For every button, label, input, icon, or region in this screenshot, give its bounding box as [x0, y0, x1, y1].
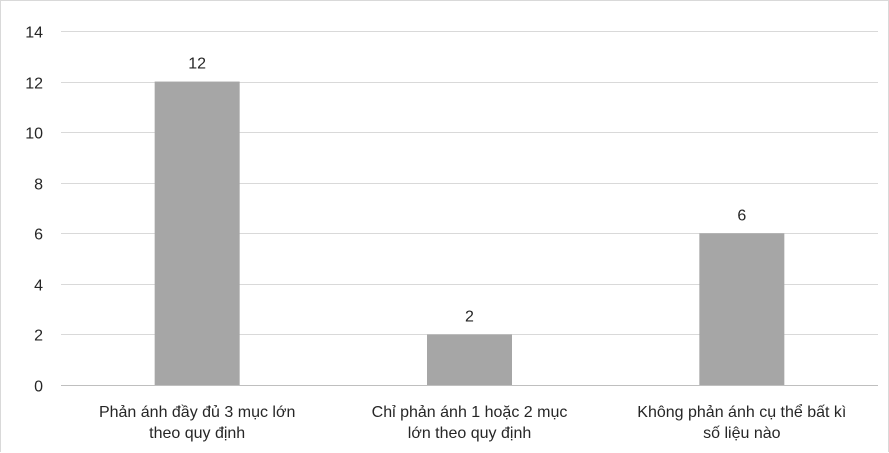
data-label: 12 — [188, 56, 206, 73]
category-label-line: Không phản ánh cụ thể bất kì — [637, 403, 846, 421]
bars — [154, 81, 785, 386]
y-tick-label: 8 — [34, 177, 43, 194]
category-label-line: theo quy định — [149, 425, 245, 442]
data-labels: 12 2 6 — [188, 56, 746, 326]
category-label-line: lớn theo quy định — [408, 425, 531, 442]
bar — [427, 334, 512, 385]
y-tick-label: 2 — [34, 328, 43, 345]
bar — [154, 81, 240, 386]
data-label: 6 — [737, 207, 746, 224]
category-label: Chỉ phản ánh 1 hoặc 2 mục lớn theo quy đị… — [372, 404, 568, 442]
bar — [699, 233, 785, 385]
data-label: 2 — [465, 308, 474, 325]
y-tick-label: 14 — [25, 25, 43, 42]
y-tick-label: 12 — [25, 76, 43, 93]
y-tick-label: 10 — [25, 126, 43, 143]
y-tick-label: 6 — [34, 227, 43, 244]
category-label: Không phản ánh cụ thể bất kì số liệu nào — [637, 403, 846, 442]
category-label-line: số liệu nào — [703, 425, 780, 442]
category-label: Phản ánh đầy đủ 3 mục lớn theo quy định — [99, 404, 295, 442]
x-axis-categories: Phản ánh đầy đủ 3 mục lớn theo quy định Ch… — [99, 403, 846, 442]
y-tick-label: 4 — [34, 278, 43, 295]
y-tick-label: 0 — [34, 379, 43, 396]
category-label-line: Chỉ phản ánh 1 hoặc 2 mục — [372, 404, 568, 421]
y-axis-ticks: 0 2 4 6 8 10 12 14 — [25, 25, 43, 396]
category-label-line: Phản ánh đầy đủ 3 mục lớn — [99, 404, 295, 421]
